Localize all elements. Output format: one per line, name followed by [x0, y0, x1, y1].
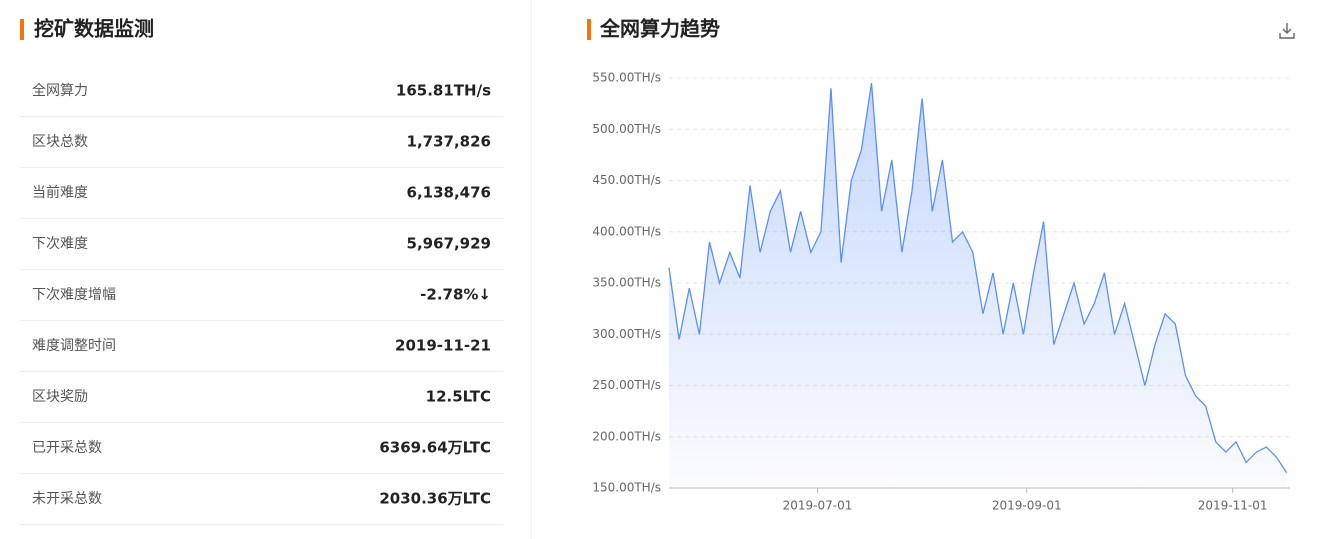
- download-icon[interactable]: [1279, 23, 1295, 39]
- stat-label: 下次难度: [32, 236, 88, 252]
- stat-label: 下次难度增幅: [32, 287, 116, 303]
- y-tick-label: 300.00TH/s: [592, 327, 661, 341]
- stat-value: 2030.36万LTC: [379, 490, 491, 508]
- stat-value: 2019-11-21: [395, 337, 491, 355]
- stat-value: 5,967,929: [407, 235, 491, 253]
- panel-title: 挖矿数据监测: [34, 17, 154, 41]
- stat-value: 1,737,826: [407, 133, 491, 151]
- x-tick-label: 2019-09-01: [992, 499, 1062, 513]
- line: [668, 83, 1288, 473]
- y-tick-label: 200.00TH/s: [592, 429, 661, 443]
- download-button[interactable]: [1279, 23, 1295, 39]
- title-accent: [587, 19, 591, 40]
- stat-label: 当前难度: [32, 184, 88, 201]
- stat-value: 6369.64万LTC: [379, 439, 491, 457]
- stat-label: 区块奖励: [32, 388, 88, 405]
- x-tick-label: 2019-11-01: [1198, 499, 1268, 513]
- y-tick-label: 450.00TH/s: [592, 173, 661, 187]
- stat-label: 已开采总数: [32, 440, 102, 456]
- stat-value: 165.81TH/s: [396, 82, 491, 100]
- stat-label: 未开采总数: [32, 491, 102, 507]
- stat-value: 6,138,476: [407, 184, 491, 202]
- y-tick-label: 500.00TH/s: [592, 122, 661, 136]
- x-tick-label: 2019-07-01: [783, 499, 853, 513]
- stat-value: 12.5LTC: [426, 388, 491, 406]
- y-tick-label: 350.00TH/s: [592, 276, 661, 290]
- stat-value: -2.78%↓: [420, 286, 491, 304]
- y-tick-label: 400.00TH/s: [592, 224, 661, 238]
- stat-label: 区块总数: [32, 134, 88, 150]
- chart-title: 全网算力趋势: [599, 17, 720, 41]
- stat-label: 全网算力: [32, 82, 88, 99]
- y-tick-label: 550.00TH/s: [592, 71, 661, 85]
- y-tick-label: 150.00TH/s: [592, 481, 661, 495]
- y-tick-label: 250.00TH/s: [592, 378, 661, 392]
- stat-label: 难度调整时间: [32, 338, 116, 354]
- title-accent: [20, 19, 24, 40]
